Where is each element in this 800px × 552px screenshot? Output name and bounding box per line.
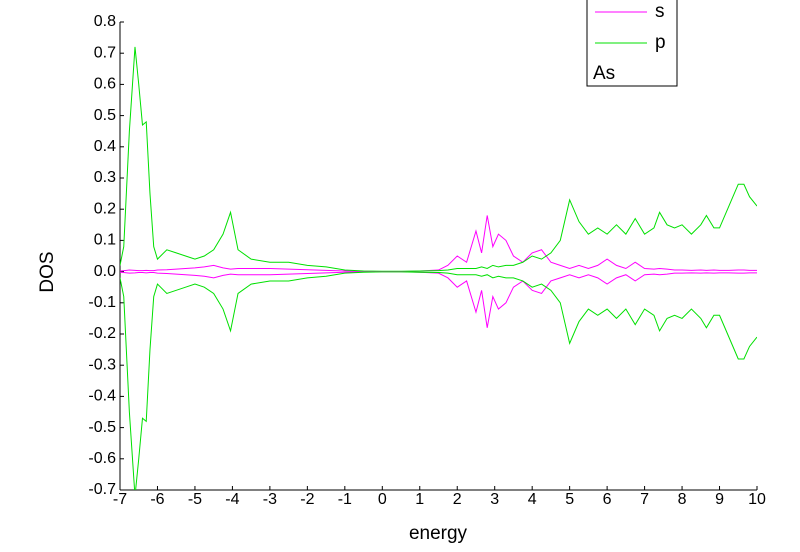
plot-area (120, 46, 757, 490)
y-tick-label: 0.1 (94, 232, 116, 249)
x-tick-label: 1 (415, 491, 424, 508)
y-tick-label: -0.5 (88, 419, 116, 436)
y-axis-label: DOS (37, 251, 58, 292)
y-tick-label: -0.3 (88, 356, 116, 373)
y-tick-label: -0.7 (88, 481, 116, 498)
x-tick-label: -5 (188, 491, 202, 508)
x-tick-label: -1 (338, 491, 352, 508)
series-line (120, 271, 757, 490)
legend-label: p (655, 32, 666, 53)
y-tick-label: 0.0 (94, 263, 116, 280)
series-line (120, 271, 757, 328)
y-tick-label: 0.2 (94, 200, 116, 217)
x-tick-label: 4 (528, 491, 537, 508)
x-tick-label: 10 (748, 491, 766, 508)
x-tick-label: 3 (490, 491, 499, 508)
x-axis-label: energy (409, 523, 468, 544)
x-tick-label: 0 (378, 491, 387, 508)
y-tick-label: -0.2 (88, 325, 116, 342)
y-tick-label: 0.6 (94, 76, 116, 93)
legend-label: s (655, 1, 665, 22)
y-tick-label: -0.4 (88, 388, 116, 405)
x-tick-label: 6 (603, 491, 612, 508)
x-tick-label: -6 (150, 491, 164, 508)
x-tick-label: 5 (565, 491, 574, 508)
x-tick-label: 2 (453, 491, 462, 508)
y-tick-label: 0.8 (94, 13, 116, 30)
series-line (120, 46, 757, 272)
y-tick-label: 0.5 (94, 107, 116, 124)
x-tick-label: -4 (225, 491, 239, 508)
x-tick-label: 9 (715, 491, 724, 508)
y-tick-label: -0.1 (88, 294, 116, 311)
y-tick-label: 0.3 (94, 169, 116, 186)
x-tick-label: -3 (263, 491, 277, 508)
y-tick-label: -0.6 (88, 450, 116, 467)
y-tick-label: 0.4 (94, 138, 116, 155)
x-tick-label: -7 (113, 491, 127, 508)
x-tick-label: 7 (640, 491, 649, 508)
y-tick-label: 0.7 (94, 44, 116, 61)
series-line (120, 215, 757, 273)
x-tick-label: 8 (678, 491, 687, 508)
legend-title: As (593, 63, 615, 84)
x-tick-label: -2 (300, 491, 314, 508)
